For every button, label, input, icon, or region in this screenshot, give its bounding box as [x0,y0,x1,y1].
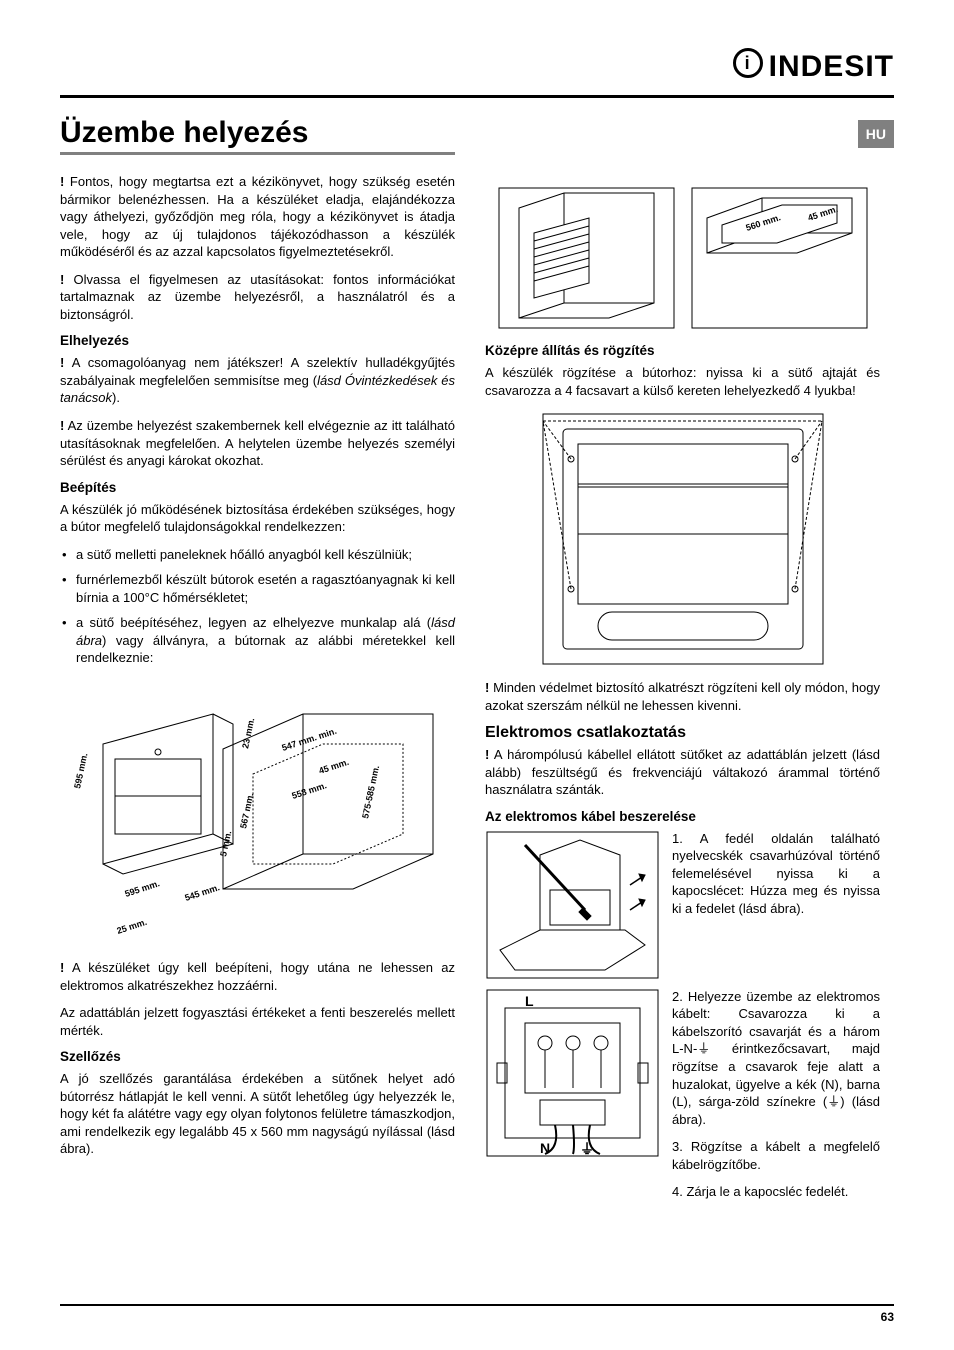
dim-label: 595 mm. [72,752,89,789]
terminal-open-svg [485,830,660,980]
left-column: ! Fontos, hogy megtartsa ezt a kézikönyv… [60,173,455,1211]
intro-paragraph-2: ! Olvassa el figyelmesen az utasításokat… [60,271,455,324]
dim-label: 45 mm. [317,757,350,776]
dim-label: 575-585 mm. [360,765,381,820]
heading-elhelyezes: Elhelyezés [60,333,455,348]
paragraph-after-install: ! A készüléket úgy kell beépíteni, hogy … [60,959,455,994]
paragraph-consumption: Az adattáblán jelzett fogyasztási értéke… [60,1004,455,1039]
dim-label: 558 mm. [290,780,327,801]
dim-label: 5 mm. [218,830,233,858]
dim-label: 567 mm. [238,792,255,829]
figure-text-row-2: L N ⏚ 2. Helyezze üzembe az elektromos k… [485,988,880,1211]
list-item: furnérlemezből készült bútorok esetén a … [60,571,455,606]
text: A készüléket úgy kell beépíteni, hogy ut… [60,960,455,993]
paragraph-fixing: A készülék rögzítése a bútorhoz: nyissa … [485,364,880,399]
content-columns: ! Fontos, hogy megtartsa ezt a kézikönyv… [60,173,894,1211]
text: Fontos, hogy megtartsa ezt a kézikönyvet… [60,174,455,259]
terminal-label-N: N [540,1140,550,1156]
terminal-label-L: L [525,993,534,1009]
dim-label: 545 mm. [183,882,220,903]
ground-icon: ⏚ [827,1094,840,1109]
figure-ventilation: 560 mm. 45 mm. [485,183,880,333]
text: A hárompólusú kábellel ellátott sütőket … [485,747,880,797]
dimensions-diagram-svg: 595 mm. 595 mm. 545 mm. 25 mm. 5 mm. 567… [68,679,448,949]
text: a sütő beépítéséhez, legyen az elhelyezv… [76,615,431,630]
text: Az üzembe helyezést szakembernek kell el… [60,418,455,468]
top-rule [60,95,894,98]
list-item: a sütő beépítéséhez, legyen az elhelyezv… [60,614,455,667]
brand-logo: i INDESIT [733,50,894,84]
intro-paragraph-1: ! Fontos, hogy megtartsa ezt a kézikönyv… [60,173,455,261]
text: ) vagy állványra, a bútornak az alábbi m… [76,633,455,666]
page-title: Üzembe helyezés [60,116,455,155]
bullet-list: a sütő melletti paneleknek hőálló anyagb… [60,546,455,667]
logo-icon: i [733,48,763,78]
page-footer: 63 [60,1304,894,1324]
text: Minden védelmet biztosító alkatrészt rög… [485,680,880,713]
paragraph-installer: ! Az üzembe helyezést szakembernek kell … [60,417,455,470]
list-item: a sütő melletti paneleknek hőálló anyagb… [60,546,455,564]
dim-label: 547 mm. min. [280,726,337,753]
heading-kabel: Az elektromos kábel beszerelése [485,809,880,824]
ground-icon: ⏚ [580,1141,594,1157]
text: Olvassa el figyelmesen az utasításokat: … [60,272,455,322]
vent-diagram-2-svg: 560 mm. 45 mm. [687,183,872,333]
dim-label: 25 mm. [115,917,148,936]
figure-dimensions: 595 mm. 595 mm. 545 mm. 25 mm. 5 mm. 567… [60,679,455,949]
paragraph-cable-type: ! A hárompólusú kábellel ellátott sütőke… [485,746,880,799]
paragraph-furniture: A készülék jó működésének biztosítása ér… [60,501,455,536]
heading-kozepre: Középre állítás és rögzítés [485,343,880,358]
dim-label: 595 mm. [123,878,160,899]
language-badge: HU [858,120,894,148]
vent-diagram-1-svg [494,183,679,333]
dim-label: 23 mm. [240,717,256,749]
step-3: 3. Rögzítse a kábelt a megfelelő kábelrö… [672,1138,880,1173]
figure-text-row-1: 1. A fedél oldalán található nyelvecskék… [485,830,880,980]
heading-beepites: Beépítés [60,480,455,495]
ground-icon: ⏚ [697,1041,710,1056]
step-4: 4. Zárja le a kapocsléc fedelét. [672,1183,880,1201]
terminal-wiring-svg: L N ⏚ [485,988,660,1158]
oven-front-svg [538,409,828,669]
step-1: 1. A fedél oldalán található nyelvecskék… [672,830,880,918]
paragraph-packaging: ! A csomagolóanyag nem játékszer! A szel… [60,354,455,407]
text: ). [112,390,120,405]
right-column: 560 mm. 45 mm. Középre állítás és rögzít… [485,173,880,1211]
logo-text: INDESIT [769,50,894,84]
page-number: 63 [881,1310,894,1324]
paragraph-ventilation: A jó szellőzés garantálása érdekében a s… [60,1070,455,1158]
heading-elektromos: Elektromos csatlakoztatás [485,724,880,742]
step-2: 2. Helyezze üzembe az elektromos kábelt:… [672,988,880,1128]
paragraph-safety-parts: ! Minden védelmet biztosító alkatrészt r… [485,679,880,714]
figure-screw-holes [485,409,880,669]
heading-szellozes: Szellőzés [60,1049,455,1064]
